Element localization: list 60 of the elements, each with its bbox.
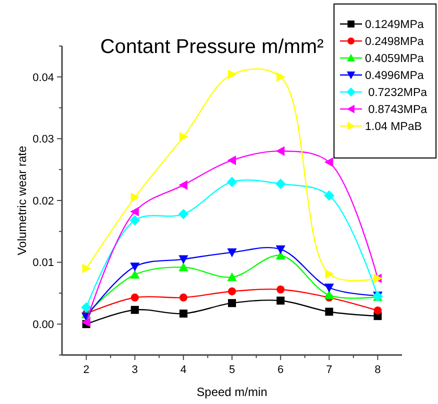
point — [130, 215, 140, 226]
x-axis-title: Speed m/min — [196, 385, 268, 399]
point — [276, 296, 285, 305]
point — [228, 70, 237, 80]
point — [276, 146, 285, 156]
y-tick-label: 0.01 — [32, 257, 54, 270]
legend-label: 0.4059MPa — [365, 53, 424, 66]
point — [276, 72, 286, 82]
point — [179, 294, 188, 302]
point — [324, 290, 334, 300]
legend-label: 0.1249MPa — [365, 19, 424, 32]
x-tick-label: 3 — [132, 364, 138, 376]
point — [130, 192, 140, 202]
chart-title: Contant Pressure m/mm² — [100, 36, 324, 58]
point — [324, 190, 334, 201]
y-axis-title: Volumetric wear rate — [15, 145, 29, 256]
y-tick-label: 0.04 — [32, 72, 54, 84]
x-tick-label: 7 — [326, 364, 332, 376]
point — [130, 294, 139, 302]
point — [324, 157, 334, 167]
point — [324, 284, 334, 292]
point — [276, 245, 286, 254]
point — [226, 176, 238, 188]
point — [276, 250, 286, 260]
point — [130, 262, 140, 272]
point — [374, 306, 382, 314]
point — [228, 287, 236, 296]
x-tick-label: 5 — [228, 364, 236, 376]
point — [227, 272, 237, 282]
point — [178, 262, 188, 272]
point — [227, 156, 236, 166]
point — [81, 302, 92, 313]
legend-label: 0.2498MPa — [365, 36, 424, 48]
point — [178, 180, 188, 190]
point — [130, 270, 140, 279]
x-tick-label: 4 — [180, 364, 186, 376]
x-tick-label: 6 — [278, 364, 284, 376]
x-tick-label: 2 — [83, 364, 90, 376]
point — [179, 310, 188, 318]
point — [81, 317, 90, 328]
legend-label: 0.4996MPa — [365, 70, 424, 82]
y-tick-label: 0.02 — [32, 195, 54, 208]
point — [227, 248, 237, 258]
legend-label: 1.04 MPaB — [365, 121, 422, 134]
legend-label: 0.8743MPa — [365, 104, 428, 116]
y-tick-label: 0.03 — [32, 134, 54, 146]
point — [228, 299, 236, 308]
point — [82, 264, 92, 274]
point — [275, 178, 286, 190]
x-tick-label: 8 — [374, 364, 381, 376]
point — [130, 306, 139, 314]
point — [178, 255, 188, 264]
point — [276, 286, 285, 294]
point — [325, 269, 334, 279]
point — [179, 132, 188, 142]
point — [178, 208, 189, 220]
y-tick-label: 0.00 — [32, 318, 54, 331]
legend-label: 0.7232MPa — [365, 87, 428, 100]
point — [325, 308, 334, 316]
point — [130, 206, 139, 216]
